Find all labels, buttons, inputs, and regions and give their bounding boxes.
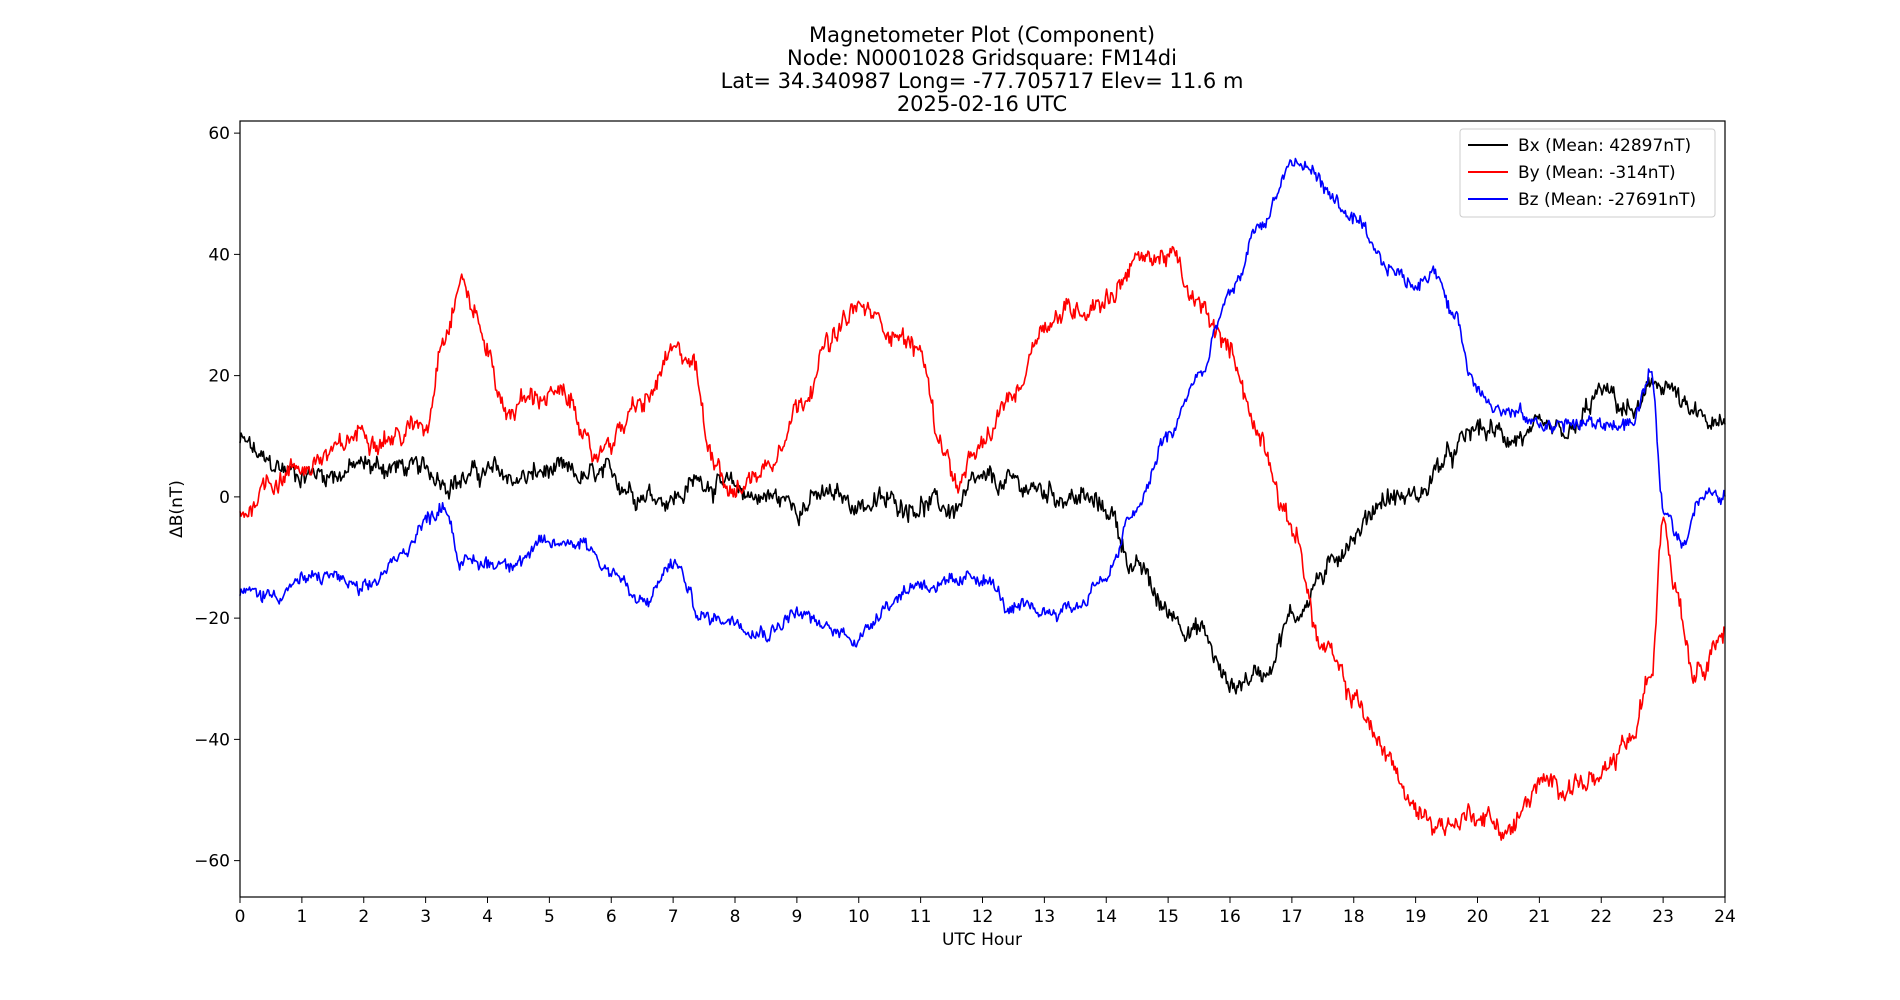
- legend-entry-label: Bz (Mean: -27691nT): [1518, 190, 1696, 210]
- y-tick-label: 60: [208, 124, 230, 144]
- series-group: [239, 157, 1726, 841]
- chart-title-line-1: Magnetometer Plot (Component): [809, 23, 1155, 47]
- x-tick-label: 18: [1343, 907, 1365, 927]
- x-tick-label: 17: [1281, 907, 1303, 927]
- series-line-bx: [239, 376, 1726, 695]
- chart-title-line-3: Lat= 34.340987 Long= -77.705717 Elev= 11…: [721, 69, 1244, 93]
- y-tick-label: −60: [194, 852, 230, 872]
- chart-title: Magnetometer Plot (Component) Node: N000…: [721, 23, 1244, 116]
- chart-title-line-4: 2025-02-16 UTC: [897, 92, 1067, 116]
- x-tick-label: 21: [1529, 907, 1551, 927]
- x-tick-label: 24: [1714, 907, 1736, 927]
- legend-entry-label: Bx (Mean: 42897nT): [1518, 136, 1691, 156]
- chart-title-line-2: Node: N0001028 Gridsquare: FM14di: [787, 46, 1177, 70]
- x-tick-label: 6: [606, 907, 617, 927]
- x-tick-label: 2: [358, 907, 369, 927]
- x-tick-label: 5: [544, 907, 555, 927]
- x-tick-label: 20: [1467, 907, 1489, 927]
- x-axis-label: UTC Hour: [942, 930, 1022, 950]
- x-tick-label: 0: [235, 907, 246, 927]
- x-tick-label: 22: [1590, 907, 1612, 927]
- x-tick-label: 14: [1095, 907, 1117, 927]
- series-line-by: [239, 245, 1726, 841]
- y-tick-label: 20: [208, 367, 230, 387]
- x-tick-label: 16: [1219, 907, 1241, 927]
- x-axis: 0 1 2 3 4 5 6 7 8 9 10 11 12 13 14 15 16 17 18 19 20 21 22 23 24: [235, 897, 1736, 927]
- y-tick-label: 40: [208, 245, 230, 265]
- x-tick-label: 3: [420, 907, 431, 927]
- y-axis-label: ΔB(nT): [167, 480, 187, 538]
- legend-entry-label: By (Mean: -314nT): [1518, 163, 1676, 183]
- x-tick-label: 7: [668, 907, 679, 927]
- series-line-bz: [239, 157, 1726, 648]
- x-tick-label: 10: [848, 907, 870, 927]
- y-axis: 60 40 20 0 −20 −40 −60: [194, 124, 240, 872]
- x-tick-label: 15: [1157, 907, 1179, 927]
- x-tick-label: 19: [1405, 907, 1427, 927]
- x-tick-label: 11: [910, 907, 932, 927]
- x-tick-label: 1: [296, 907, 307, 927]
- plot-frame: [239, 120, 1726, 898]
- x-tick-label: 4: [482, 907, 493, 927]
- x-tick-label: 23: [1652, 907, 1674, 927]
- x-tick-label: 13: [1034, 907, 1056, 927]
- x-tick-label: 8: [730, 907, 741, 927]
- y-tick-label: −40: [194, 730, 230, 750]
- legend-box: [1459, 128, 1716, 218]
- legend: Bx (Mean: 42897nT) By (Mean: -314nT) Bz (M…: [1459, 128, 1716, 218]
- y-tick-label: 0: [219, 488, 230, 508]
- y-tick-label: −20: [194, 609, 230, 629]
- x-tick-label: 9: [791, 907, 802, 927]
- x-tick-label: 12: [972, 907, 994, 927]
